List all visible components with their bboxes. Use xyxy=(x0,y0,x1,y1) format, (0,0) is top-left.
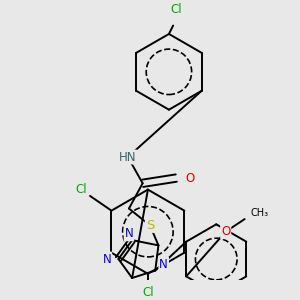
Text: O: O xyxy=(221,225,230,238)
Text: N: N xyxy=(159,258,168,271)
Text: N: N xyxy=(124,227,133,240)
Text: O: O xyxy=(185,172,195,184)
Text: CH₃: CH₃ xyxy=(250,208,268,218)
Text: HN: HN xyxy=(119,151,137,164)
Text: Cl: Cl xyxy=(142,286,154,299)
Text: S: S xyxy=(146,219,154,232)
Text: N: N xyxy=(103,253,111,266)
Text: Cl: Cl xyxy=(170,3,182,16)
Text: Cl: Cl xyxy=(76,183,88,196)
